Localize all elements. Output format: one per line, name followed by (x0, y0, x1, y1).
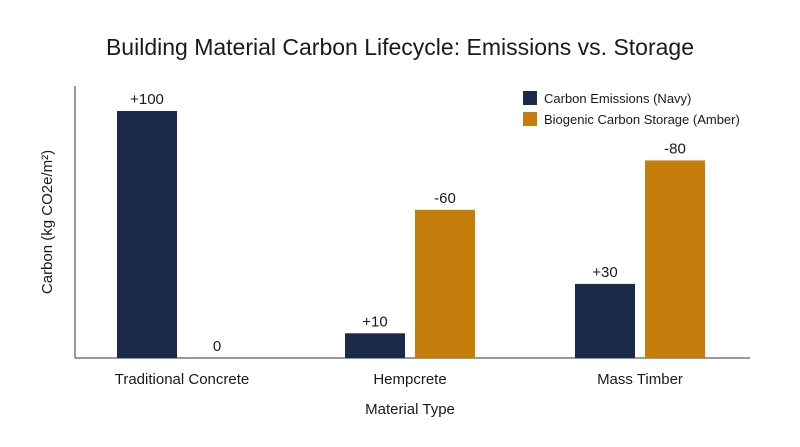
legend-label-emissions: Carbon Emissions (Navy) (544, 91, 691, 106)
plot-area: +100 0 +10 -60 +30 -80 Traditional Concrete He… (74, 86, 750, 388)
value-label-traditional-concrete-storage: 0 (213, 338, 221, 355)
value-label-traditional-concrete-emissions: +100 (130, 91, 164, 108)
value-label-hempcrete-emissions: +10 (362, 313, 387, 330)
y-axis-label: Carbon (kg CO2e/m²) (39, 150, 56, 294)
legend-label-storage: Biogenic Carbon Storage (Amber) (544, 112, 740, 127)
bar-mass-timber-emissions (575, 283, 635, 358)
x-axis-label: Material Type (365, 401, 455, 418)
x-tick-label-hempcrete: Hempcrete (373, 371, 446, 388)
legend-swatch-storage (523, 112, 537, 126)
bar-traditional-concrete-emissions (117, 111, 177, 358)
legend: Carbon Emissions (Navy) Biogenic Carbon S… (523, 91, 740, 127)
bars-group (117, 111, 705, 358)
value-label-mass-timber-emissions: +30 (592, 264, 617, 281)
x-tick-labels: Traditional Concrete Hempcrete Mass Timber (115, 371, 683, 388)
x-tick-label-traditional-concrete: Traditional Concrete (115, 371, 250, 388)
chart-title: Building Material Carbon Lifecycle: Emis… (106, 34, 694, 60)
bar-hempcrete-emissions (345, 333, 405, 358)
value-labels-group: +100 0 +10 -60 +30 -80 (130, 91, 686, 355)
x-tick-label-mass-timber: Mass Timber (597, 371, 683, 388)
bar-hempcrete-storage (415, 209, 475, 358)
value-label-hempcrete-storage: -60 (434, 190, 456, 207)
bar-mass-timber-storage (645, 160, 705, 358)
legend-swatch-emissions (523, 91, 537, 105)
value-label-mass-timber-storage: -80 (664, 140, 686, 157)
